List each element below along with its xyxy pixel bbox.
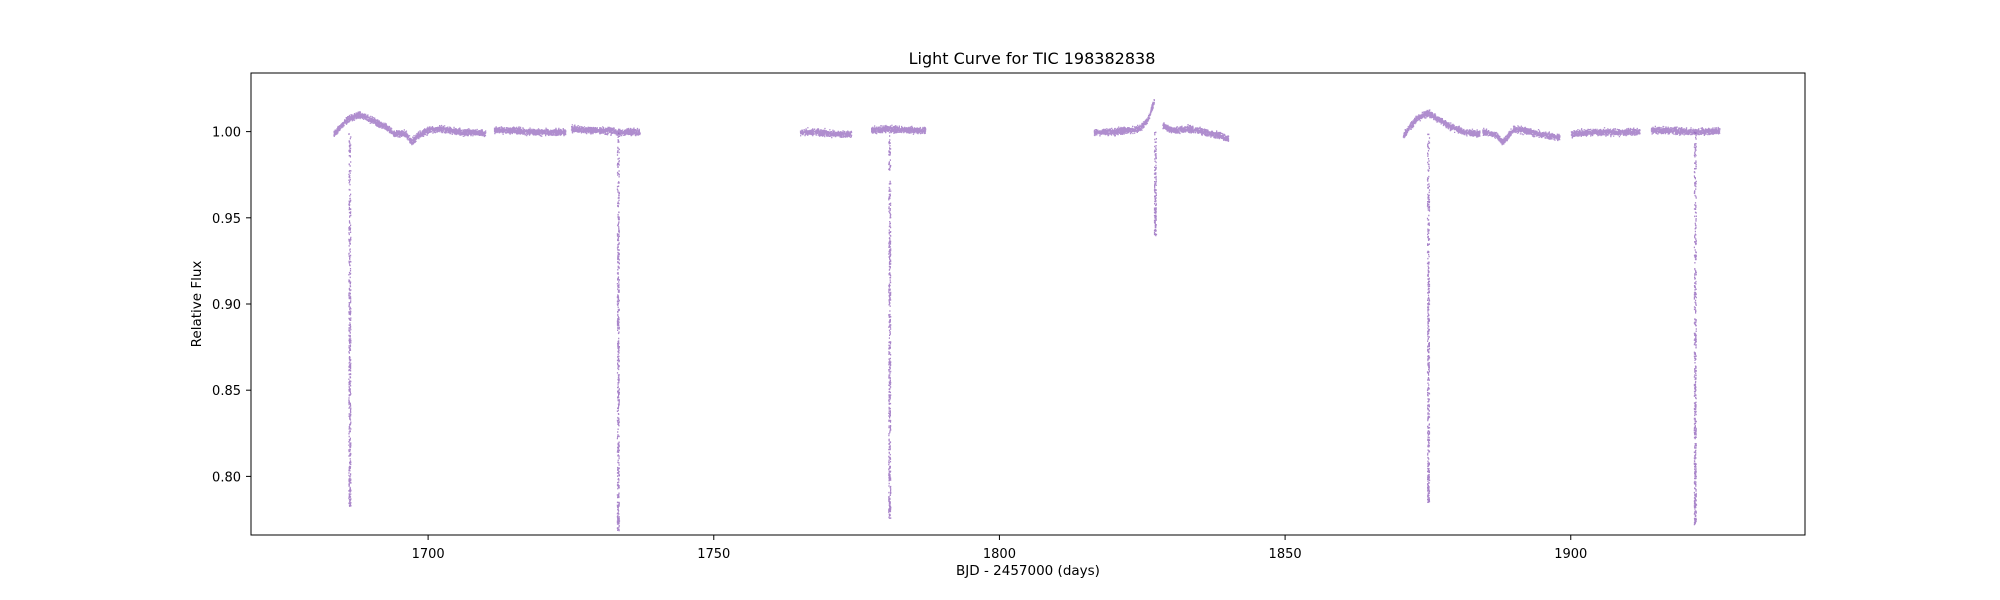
flux-segment-9: [1482, 125, 1561, 146]
y-axis-label: Relative Flux: [189, 261, 205, 348]
y-tick-label: 0.85: [212, 384, 241, 399]
y-tick-label: 1.00: [212, 126, 241, 141]
transit-2: [616, 132, 621, 532]
flux-points: [1402, 109, 1481, 139]
flux-points: [1482, 125, 1561, 146]
flux-points: [570, 124, 641, 137]
x-tick-label: 1750: [697, 547, 730, 562]
transit-5: [1426, 133, 1431, 503]
flux-segment-6: [1093, 99, 1155, 137]
flux-points: [1162, 122, 1230, 142]
y-tick-label: 0.95: [212, 212, 241, 227]
transit-points: [1426, 133, 1431, 503]
flux-points: [493, 126, 567, 137]
transit-1: [348, 133, 352, 507]
flux-segment-10: [1570, 127, 1641, 139]
chart-title: Light Curve for TIC 198382838: [909, 49, 1156, 68]
x-axis-label: BJD - 2457000 (days): [956, 563, 1100, 579]
flux-segment-5: [871, 124, 927, 135]
flux-segment-11: [1650, 125, 1721, 136]
transit-points: [616, 132, 621, 532]
transit-6: [1693, 131, 1698, 526]
x-tick-label: 1850: [1269, 547, 1302, 562]
flux-segment-8: [1402, 109, 1481, 139]
x-tick-label: 1900: [1554, 547, 1587, 562]
y-tick-label: 0.80: [212, 470, 241, 485]
flux-points: [333, 111, 487, 146]
transit-points: [1153, 131, 1158, 237]
data-points: [333, 99, 1721, 532]
transit-4: [1153, 131, 1158, 237]
flux-segment-1: [333, 111, 487, 146]
transit-points: [888, 135, 892, 519]
flux-segment-3: [570, 124, 641, 137]
x-tick-label: 1700: [412, 547, 445, 562]
x-tick-label: 1800: [983, 547, 1016, 562]
transit-points: [1693, 131, 1698, 526]
flux-segment-2: [493, 126, 567, 137]
y-tick-label: 0.90: [212, 298, 241, 313]
flux-points: [1570, 127, 1641, 139]
flux-points: [1650, 125, 1721, 136]
flux-segment-7: [1162, 122, 1230, 142]
y-axis: 0.80 0.85 0.90 0.95 1.00: [212, 126, 251, 485]
transit-3: [888, 135, 892, 519]
plot-frame: [250, 72, 1806, 536]
x-axis: 1700 1750 1800 1850 1900: [412, 535, 1587, 562]
flux-points: [1093, 99, 1155, 137]
flux-points: [871, 124, 927, 135]
flux-points: [799, 127, 853, 139]
flux-segment-4: [799, 127, 853, 139]
transit-points: [348, 133, 352, 507]
